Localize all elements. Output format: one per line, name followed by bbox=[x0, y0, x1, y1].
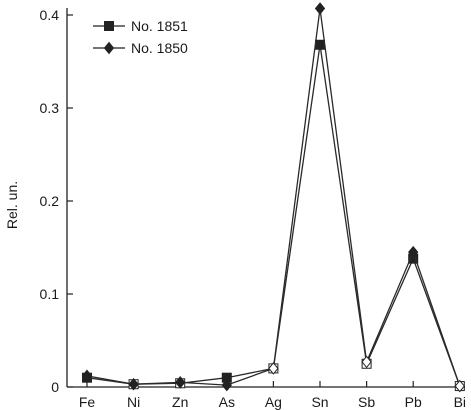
y-ticks: 0 0.1 0.2 0.3 0.4 bbox=[40, 7, 73, 395]
x-tick-label: Pb bbox=[405, 394, 422, 410]
y-tick-label: 0.4 bbox=[40, 7, 60, 23]
y-axis-label: Rel. un. bbox=[4, 181, 20, 229]
x-tick-label: As bbox=[219, 394, 235, 410]
legend-label: No. 1850 bbox=[131, 40, 188, 56]
data-point bbox=[268, 362, 279, 375]
x-tick-label: Ni bbox=[127, 394, 140, 410]
x-tick-label: Fe bbox=[79, 394, 96, 410]
x-tick-label: Sn bbox=[311, 394, 328, 410]
data-point bbox=[408, 245, 419, 259]
legend-item: No. 1850 bbox=[93, 40, 188, 56]
series-2 bbox=[81, 2, 465, 393]
axes bbox=[66, 8, 465, 388]
x-tick-label: Ag bbox=[265, 394, 282, 410]
y-tick-label: 0.3 bbox=[40, 100, 60, 116]
x-tick-label: Bi bbox=[454, 394, 466, 410]
series-line bbox=[86, 44, 461, 387]
legend-marker bbox=[104, 21, 114, 31]
legend-label: No. 1851 bbox=[131, 18, 188, 34]
data-point bbox=[314, 2, 326, 15]
x-tick-label: Zn bbox=[172, 394, 188, 410]
legend: No. 1851 No. 1850 bbox=[93, 18, 188, 56]
data-point bbox=[81, 369, 93, 383]
series-layer bbox=[81, 2, 465, 393]
series-line bbox=[86, 8, 461, 387]
data-point bbox=[175, 376, 186, 389]
y-tick-label: 0.2 bbox=[40, 193, 60, 209]
data-point bbox=[315, 39, 325, 50]
y-tick-label: 0.1 bbox=[40, 286, 60, 302]
data-point bbox=[128, 377, 139, 391]
x-tick-label: Sb bbox=[358, 394, 375, 410]
y-tick-label: 0 bbox=[51, 379, 59, 395]
data-point bbox=[361, 355, 372, 369]
legend-item: No. 1851 bbox=[93, 18, 188, 34]
legend-marker bbox=[103, 41, 115, 55]
data-point bbox=[221, 378, 232, 392]
series-1 bbox=[82, 39, 465, 392]
data-point bbox=[454, 379, 465, 393]
